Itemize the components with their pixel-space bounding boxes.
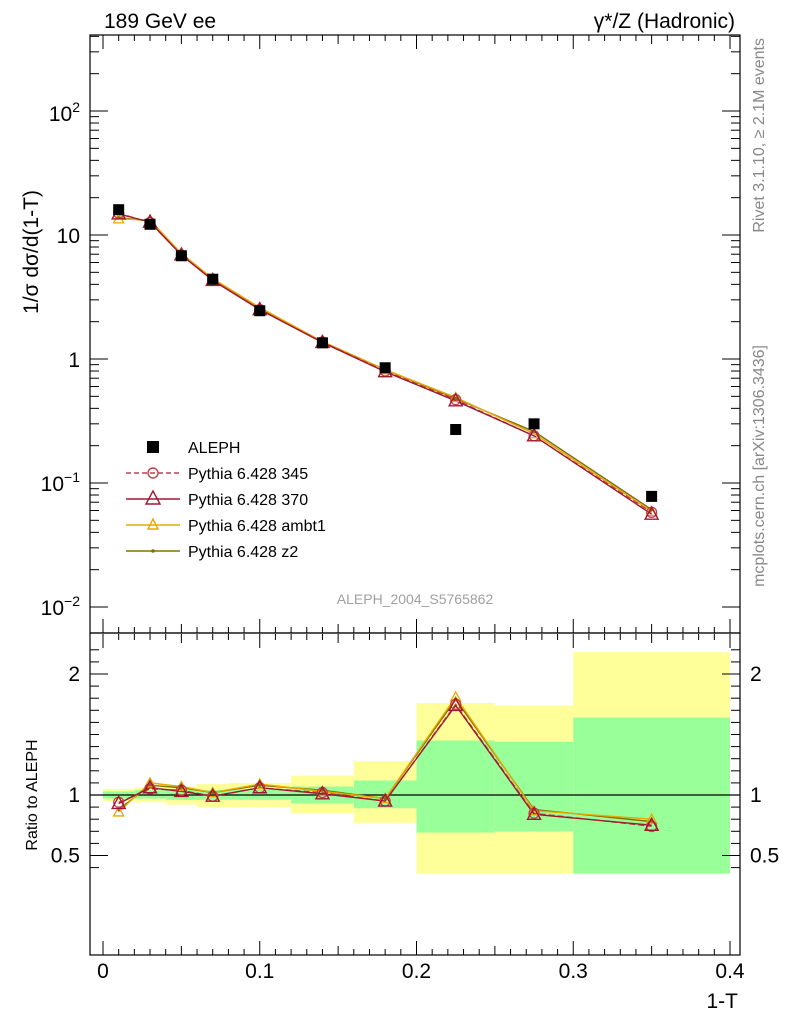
legend: ALEPH Pythia 6.428 345 Pythia 6.428 370 … — [126, 440, 326, 561]
legend-circle-marker — [147, 467, 159, 479]
ratio-point-series-1 — [526, 805, 542, 821]
legend-label-pythia-345: Pythia 6.428 345 — [188, 466, 308, 483]
ratio-point-series-2 — [112, 805, 125, 817]
ratio-point-series-3 — [383, 797, 387, 801]
aleph-data-point — [646, 490, 658, 502]
main-point-series-4 — [454, 396, 458, 401]
ratio-series — [110, 690, 660, 833]
analysis-watermark: ALEPH_2004_S5765862 — [337, 591, 494, 607]
main-series — [110, 204, 660, 520]
main-line-series-2 — [118, 213, 653, 515]
x-tick-label: 0.1 — [245, 960, 274, 983]
ratio-point-series-2 — [449, 690, 462, 702]
legend-square-marker — [147, 441, 159, 453]
legend-entry-aleph: ALEPH — [147, 440, 240, 457]
legend-entry-pythia-345: Pythia 6.428 345 — [126, 466, 308, 483]
ratio-point-series-2 — [527, 804, 541, 816]
aleph-data-point — [113, 204, 125, 216]
band-inner-bin-7 — [416, 740, 495, 833]
legend-label-pythia-ambt1: Pythia 6.428 ambt1 — [188, 518, 326, 535]
aleph-data-point — [379, 362, 391, 374]
aleph-data-point — [175, 250, 187, 262]
ratio-point-series-3 — [258, 783, 262, 787]
legend-entry-pythia-370: Pythia 6.428 370 — [126, 489, 308, 509]
ratio-y-axis-title: Ratio to ALEPH — [24, 739, 41, 850]
main-panel-ticks — [90, 35, 740, 633]
ratio-point-series-1 — [142, 779, 158, 794]
aleph-data-point — [528, 418, 540, 430]
ratio-point-series-1 — [173, 782, 190, 798]
ratio-y-tick-label: 2 — [68, 663, 80, 686]
ratio-point-series-1 — [205, 787, 221, 802]
legend-label-pythia-370: Pythia 6.428 370 — [188, 492, 308, 509]
legend-dot-marker — [151, 549, 155, 553]
band-inner-bin-2 — [165, 788, 198, 800]
band-inner-bin-9 — [573, 717, 730, 874]
ratio-point-series-1 — [377, 792, 393, 807]
mcplots-reference-label: mcplots.cern.ch [arXiv:1306.3436] — [751, 345, 768, 587]
ratio-point-series-1 — [252, 779, 268, 794]
x-tick-label: 0.4 — [715, 960, 745, 983]
x-tick-labels: 0 0.1 0.2 0.3 0.4 — [97, 960, 745, 983]
aleph-data-point — [450, 424, 462, 436]
band-inner-bin-4 — [228, 788, 292, 800]
ratio-y-tick-label: 1 — [68, 784, 80, 807]
ratio-y-tick-label-right: 0.5 — [750, 845, 779, 868]
main-point-series-2 — [643, 505, 660, 520]
main-y-tick-labels: 10−2 10−1 1 10 102 — [41, 99, 81, 620]
ratio-point-series-1 — [314, 785, 331, 800]
legend-label-pythia-z2: Pythia 6.428 z2 — [188, 544, 298, 561]
ratio-point-series-1 — [643, 816, 660, 831]
ratio-y-tick-label-right: 2 — [750, 663, 762, 686]
plot-title-right: γ*/Z (Hadronic) — [594, 10, 735, 33]
ratio-y-tick-label-right: 1 — [750, 784, 762, 807]
x-axis-title: 1-T — [707, 990, 739, 1013]
ratio-point-series-1 — [110, 795, 127, 810]
x-tick-label: 0.2 — [402, 960, 431, 983]
y-tick-label-10: 10 — [57, 225, 80, 248]
main-point-series-2 — [448, 392, 464, 407]
ratio-point-series-2 — [645, 812, 658, 824]
main-point-series-3 — [449, 391, 462, 403]
x-tick-label: 0.3 — [559, 960, 588, 983]
rivet-version-label: Rivet 3.1.10, ≥ 2.1M events — [751, 38, 768, 233]
aleph-data-point — [316, 337, 328, 349]
aleph-data-point — [207, 273, 219, 285]
legend-entry-pythia-ambt1: Pythia 6.428 ambt1 — [126, 517, 326, 535]
legend-entry-pythia-z2: Pythia 6.428 z2 — [126, 544, 298, 561]
plot-title-left: 189 GeV ee — [104, 10, 216, 33]
y-tick-label-100: 102 — [49, 99, 80, 126]
ratio-point-series-1 — [448, 696, 464, 712]
ratio-point-series-2 — [143, 776, 157, 788]
y-tick-label-1: 1 — [68, 349, 80, 372]
y-tick-label-0.1: 10−1 — [41, 469, 81, 496]
y-tick-label-0.01: 10−2 — [41, 593, 81, 620]
ratio-line-series-2 — [118, 695, 652, 820]
legend-triangle-marker — [144, 489, 162, 505]
ratio-line-series-1 — [118, 704, 652, 826]
main-y-axis-title: 1/σ dσ/d(1-T) — [20, 190, 43, 314]
aleph-data-point — [144, 218, 156, 230]
ratio-panel-frame — [89, 632, 741, 956]
ratio-y-tick-labels: 0.5 0.5 1 1 2 2 — [51, 663, 779, 868]
main-line-series-3 — [118, 218, 653, 512]
main-point-series-2 — [526, 427, 542, 442]
legend-label-aleph: ALEPH — [188, 440, 240, 457]
legend-triangle-marker-small — [146, 517, 160, 530]
ratio-panel-ticks — [90, 634, 740, 955]
ratio-y-tick-label: 0.5 — [51, 845, 80, 868]
ratio-uncertainty-bands — [103, 652, 730, 874]
x-tick-label: 0 — [97, 960, 109, 983]
aleph-data-point — [254, 305, 266, 317]
